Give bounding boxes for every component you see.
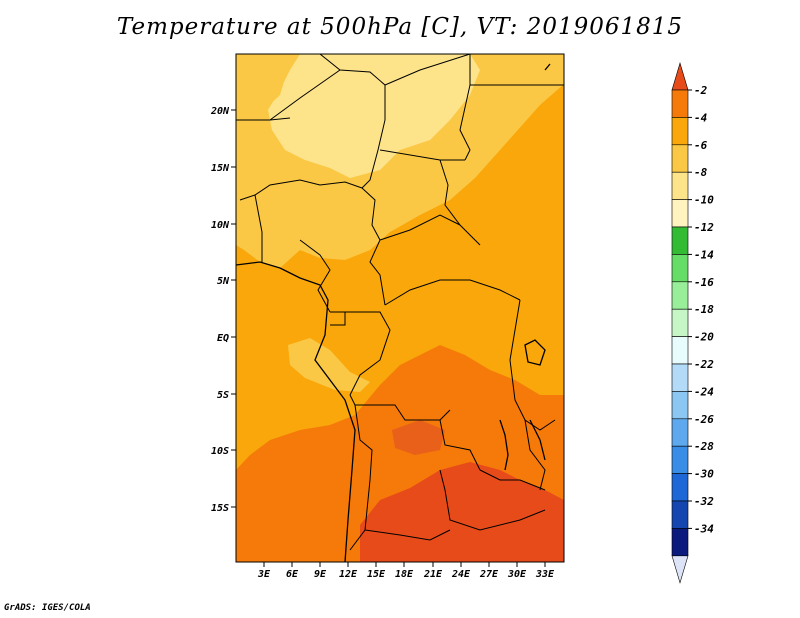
colorbar-label: -8	[694, 166, 708, 179]
lat-axis: 20N 15N 10N 5N EQ 5S 10S 15S	[210, 106, 236, 514]
lat-label: 15N	[211, 163, 230, 174]
colorbar-swatch	[671, 254, 689, 283]
map-frame	[235, 53, 565, 563]
lon-axis: 3E 6E 9E 12E 15E 18E 21E 24E 27E 30E 33E	[257, 562, 555, 580]
lon-label: 6E	[286, 569, 299, 580]
colorbar-swatch	[671, 418, 689, 447]
colorbar-label: -32	[694, 495, 714, 508]
colorbar-label: -10	[694, 194, 714, 207]
lon-label: 9E	[314, 569, 327, 580]
lon-label: 33E	[535, 569, 555, 580]
colorbar-swatch	[671, 363, 689, 392]
lat-label: 5S	[217, 390, 229, 401]
colorbar-swatch	[671, 445, 689, 474]
colorbar-swatch	[671, 226, 689, 255]
colorbar-swatch	[671, 199, 689, 228]
contour-band-minus10	[268, 54, 480, 178]
colorbar: -2 -4 -6 -8 -10 -12 -14 -16 -18 -20 -22 -24 -26 -28 -3…	[671, 61, 714, 584]
lon-label: 21E	[423, 569, 443, 580]
colorbar-label: -6	[694, 139, 708, 152]
colorbar-label: -16	[694, 276, 714, 289]
lat-label: 20N	[210, 106, 230, 117]
lat-label: 5N	[217, 276, 230, 287]
colorbar-swatch	[671, 281, 689, 310]
colorbar-swatch	[671, 144, 689, 173]
colorbar-label: -20	[694, 331, 714, 344]
colorbar-label: -24	[694, 385, 714, 398]
colorbar-label: -22	[694, 358, 714, 371]
country-borders	[236, 54, 564, 551]
credit-label: GrADS: IGES/COLA	[4, 603, 91, 613]
lat-label: 15S	[211, 503, 229, 514]
colorbar-label: -34	[694, 522, 714, 535]
colorbar-label: -2	[694, 84, 708, 97]
colorbar-label: -28	[694, 440, 714, 453]
lon-label: 18E	[395, 569, 414, 580]
colorbar-swatch	[671, 528, 689, 557]
lon-label: 15E	[367, 569, 386, 580]
colorbar-label: -14	[694, 248, 714, 261]
colorbar-label: -30	[694, 468, 714, 481]
lon-label: 27E	[479, 569, 499, 580]
colorbar-label: -12	[694, 221, 714, 234]
map-panel: 20N 15N 10N 5N EQ 5S 10S 15S 3E 6E 9E 12…	[210, 53, 565, 580]
colorbar-label: -26	[694, 413, 714, 426]
colorbar-bottom-arrow	[671, 555, 689, 584]
colorbar-swatch	[671, 391, 689, 420]
colorbar-swatch	[671, 473, 689, 502]
colorbar-swatch	[671, 336, 689, 365]
lat-label: 10N	[211, 220, 230, 231]
lat-label: 10S	[211, 446, 229, 457]
colorbar-swatch	[671, 171, 689, 200]
coastline	[236, 63, 551, 562]
lon-label: 12E	[339, 569, 358, 580]
lon-label: 3E	[257, 569, 271, 580]
lon-label: 30E	[507, 569, 527, 580]
lat-label: EQ	[217, 333, 229, 344]
colorbar-swatch	[671, 117, 689, 146]
colorbar-label: -18	[694, 303, 714, 316]
colorbar-swatch	[671, 308, 689, 337]
colorbar-top-arrow	[671, 61, 689, 91]
lon-label: 24E	[451, 569, 471, 580]
map-title: Temperature at 500hPa [C], VT: 201906181…	[116, 14, 684, 40]
colorbar-swatch	[671, 500, 689, 529]
colorbar-label: -4	[694, 111, 708, 124]
colorbar-swatch	[671, 89, 689, 118]
